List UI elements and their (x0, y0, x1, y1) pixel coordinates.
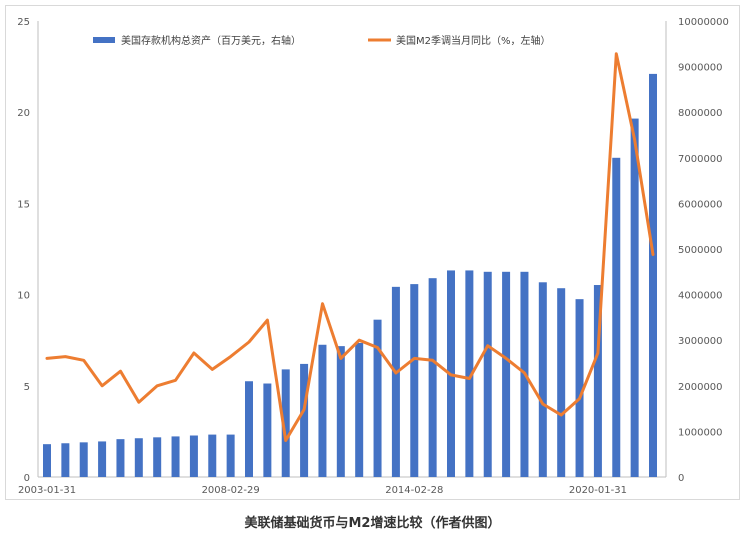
right-tick-label: 2000000 (678, 382, 723, 393)
bar-total-assets (61, 443, 70, 477)
bar-total-assets (281, 369, 290, 477)
bar-total-assets (373, 319, 382, 477)
right-tick-label: 9000000 (678, 63, 723, 74)
bar-total-assets (593, 285, 602, 477)
line-m2-yoy (45, 52, 655, 442)
bar-total-assets (153, 437, 162, 477)
bar-total-assets (116, 439, 125, 477)
left-tick-label: 0 (24, 473, 30, 484)
bar-total-assets (263, 383, 272, 477)
bar-total-assets (612, 157, 621, 478)
right-tick-label: 8000000 (678, 108, 723, 119)
bar-total-assets (557, 288, 566, 477)
bar-total-assets (189, 435, 198, 477)
left-tick-label: 10 (17, 291, 30, 302)
bar-total-assets (630, 118, 639, 478)
bar-total-assets (208, 434, 217, 477)
bar-total-assets (428, 278, 437, 477)
bar-total-assets (502, 271, 511, 477)
left-tick-label: 25 (17, 17, 30, 28)
bar-total-assets (575, 299, 584, 477)
x-tick-label: 2014-02-28 (385, 485, 443, 496)
x-tick-label: 2020-01-31 (569, 485, 627, 496)
bar-total-assets (538, 282, 547, 477)
right-tick-label: 6000000 (678, 199, 723, 210)
right-tick-label: 3000000 (678, 336, 723, 347)
x-tick-label: 2008-02-29 (202, 485, 260, 496)
legend-bar-swatch (93, 37, 115, 43)
legend-line-label: 美国M2季调当月同比（%，左轴） (396, 34, 551, 47)
x-tick-label: 2003-01-31 (18, 485, 76, 496)
right-tick-label: 10000000 (678, 17, 729, 28)
bar-total-assets (483, 271, 492, 477)
bar-total-assets (649, 73, 657, 478)
left-tick-label: 5 (24, 382, 30, 393)
bar-total-assets (134, 438, 143, 477)
right-tick-label: 4000000 (678, 291, 723, 302)
bar-total-assets (465, 270, 474, 477)
chart-frame: 0 5 10 15 20 25 0 1000000 2000000 3000000 4000000 5… (5, 5, 740, 500)
bar-total-assets (79, 442, 88, 477)
bar-total-assets (226, 434, 235, 477)
bar-total-assets (336, 346, 345, 477)
bar-total-assets (98, 441, 107, 477)
right-tick-label: 1000000 (678, 427, 723, 438)
legend-bar-label: 美国存款机构总资产（百万美元，右轴） (121, 34, 301, 47)
bar-total-assets (245, 381, 253, 477)
bar-total-assets (391, 286, 400, 477)
bar-total-assets (410, 284, 419, 477)
right-tick-label: 7000000 (678, 154, 723, 165)
combo-chart: 0 5 10 15 20 25 0 1000000 2000000 3000000 4000000 5… (17, 17, 729, 496)
left-tick-label: 20 (17, 108, 30, 119)
left-tick-label: 15 (17, 199, 30, 210)
bar-total-assets (300, 363, 309, 477)
bar-total-assets (318, 344, 327, 477)
bar-total-assets (355, 342, 364, 477)
bar-total-assets (43, 444, 51, 477)
figure-caption: 美联储基础货币与M2增速比较（作者供图） (244, 516, 501, 531)
right-tick-label: 5000000 (678, 245, 723, 256)
right-tick-label: 0 (678, 473, 684, 484)
bar-total-assets (171, 436, 180, 477)
